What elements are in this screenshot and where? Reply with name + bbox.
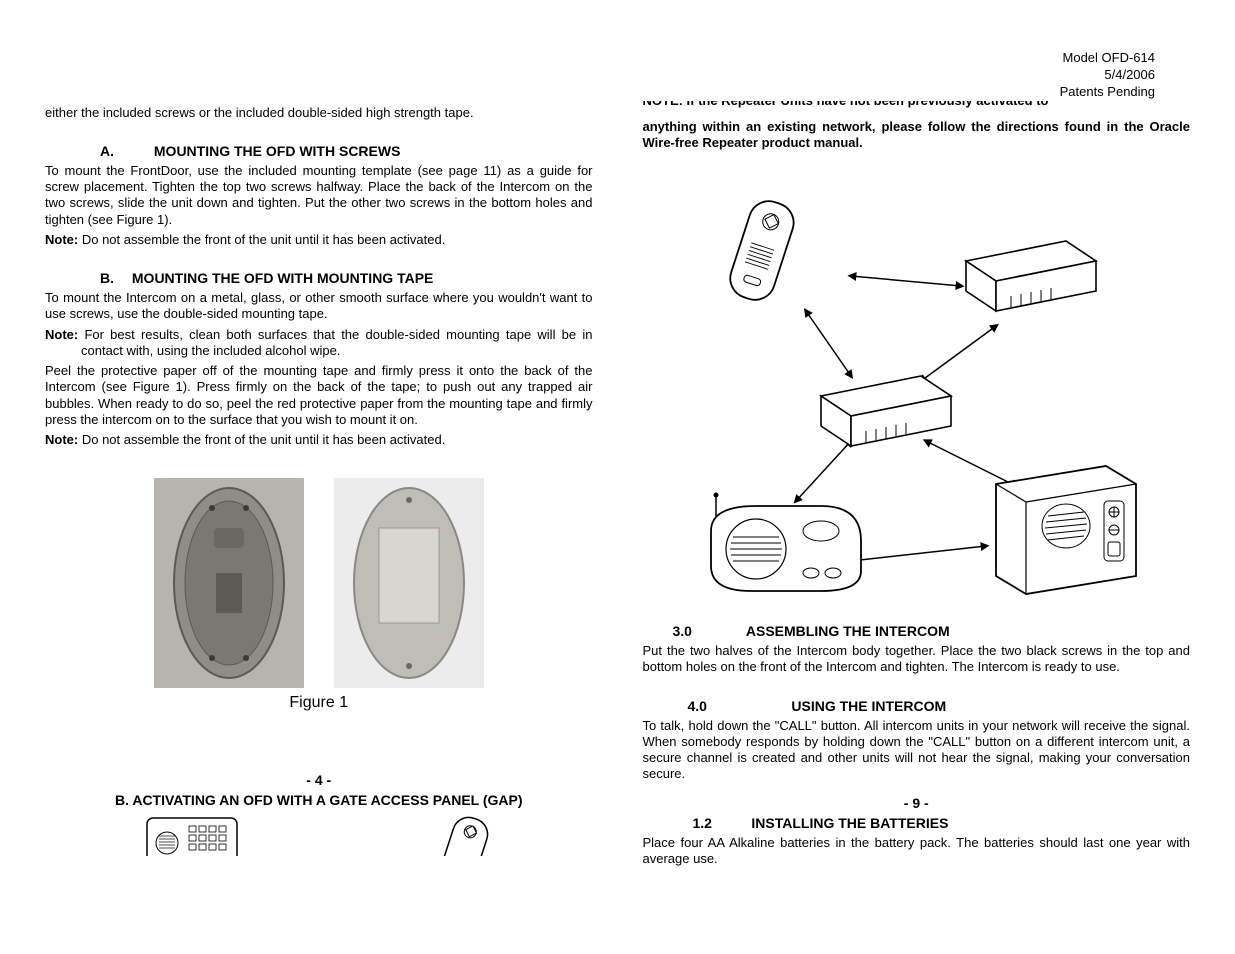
section-b-body1: To mount the Intercom on a metal, glass,… [45,290,593,323]
section-3-title: ASSEMBLING THE INTERCOM [746,623,950,639]
section-a-body: To mount the FrontDoor, use the included… [45,163,593,228]
right-page-number: - 9 - [643,795,1191,811]
section-12-num: 1.2 [693,815,748,831]
cut-note-rest: anything within an existing network, ple… [643,119,1191,152]
section-a-num: A. [100,143,150,159]
two-column-layout: either the included screws or the includ… [40,101,1195,872]
left-bottom-icons [45,816,593,856]
section-12-heading: 1.2 INSTALLING THE BATTERIES [643,815,1191,831]
header-patents: Patents Pending [40,84,1155,101]
section-b-body2: Peel the protective paper off of the mou… [45,363,593,428]
figure1-row [45,478,593,688]
section-4-heading: 4.0 USING THE INTERCOM [643,698,1191,714]
section-12-title: INSTALLING THE BATTERIES [751,815,948,831]
header-model: Model OFD-614 [40,50,1155,67]
section-b-note2: Note: Do not assemble the front of the u… [45,432,593,448]
left-column: either the included screws or the includ… [40,101,593,872]
section-b-note2-text: Do not assemble the front of the unit un… [82,432,446,447]
section-b-note1-text: For best results, clean both surfaces th… [81,327,592,358]
section-4-title: USING THE INTERCOM [791,698,946,714]
gap-device-icon [137,816,247,856]
section-3-heading: 3.0 ASSEMBLING THE INTERCOM [643,623,1191,639]
note-label: Note: [45,232,82,247]
network-diagram [643,181,1191,601]
remote-device-icon [431,816,501,856]
section-a-heading: A. MOUNTING THE OFD WITH SCREWS [45,143,593,159]
figure1-photo-back-icon [154,478,304,688]
network-diagram-svg [676,181,1156,601]
section-a-note-text: Do not assemble the front of the unit un… [82,232,446,247]
right-column: NOTE: If the Repeater Units have not bee… [643,101,1196,872]
header-date: 5/4/2006 [40,67,1155,84]
left-page-number: - 4 - [45,772,593,788]
section-3-num: 3.0 [673,623,743,639]
section-b-title: MOUNTING THE OFD WITH MOUNTING TAPE [132,270,434,286]
figure1-caption: Figure 1 [45,694,593,712]
section-b-num: B. [100,270,128,286]
intro-fragment: either the included screws or the includ… [45,105,593,121]
section-12-body: Place four AA Alkaline batteries in the … [643,835,1191,868]
section-a-title: MOUNTING THE OFD WITH SCREWS [154,143,401,159]
left-bottom-heading: B. ACTIVATING AN OFD WITH A GATE ACCESS … [45,792,593,808]
page-header: Model OFD-614 5/4/2006 Patents Pending [40,50,1195,101]
section-4-body: To talk, hold down the "CALL" button. Al… [643,718,1191,783]
figure1-photo-tape-icon [334,478,484,688]
page-root: Model OFD-614 5/4/2006 Patents Pending e… [0,0,1235,891]
section-a-note: Note: Do not assemble the front of the u… [45,232,593,248]
section-b-note1: Note: For best results, clean both surfa… [45,327,593,360]
section-b-heading: B. MOUNTING THE OFD WITH MOUNTING TAPE [45,270,593,286]
section-4-num: 4.0 [688,698,788,714]
cut-note-top: NOTE: If the Repeater Units have not bee… [643,101,1191,115]
note-label: Note: [45,432,82,447]
section-3-body: Put the two halves of the Intercom body … [643,643,1191,676]
note-label: Note: [45,327,84,342]
